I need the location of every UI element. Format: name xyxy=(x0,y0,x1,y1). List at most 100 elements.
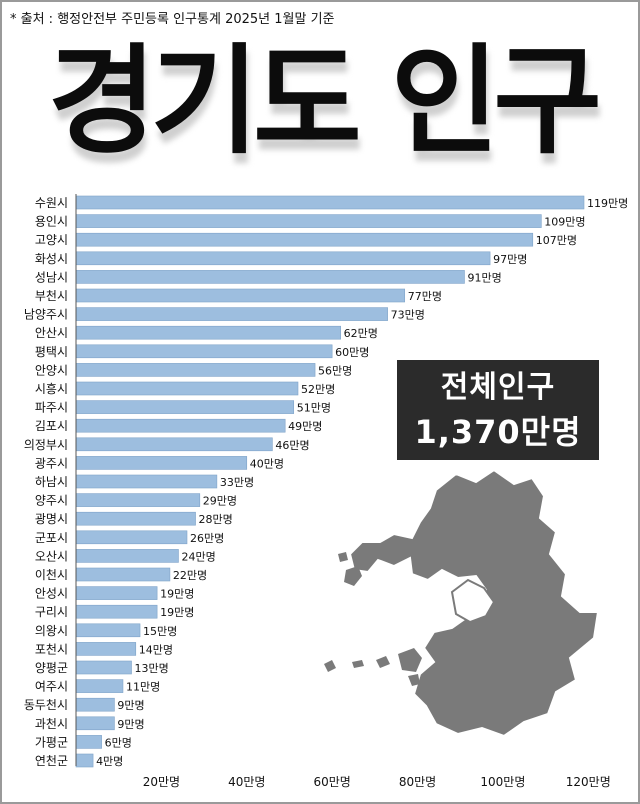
island-shape xyxy=(352,660,364,668)
value-label: 73만명 xyxy=(391,309,425,322)
title-shadow: 경기도 인구 xyxy=(50,42,604,180)
source-note: * 출처 : 행정안전부 주민등록 인구통계 2025년 1월말 기준 xyxy=(10,12,335,27)
category-label: 광명시 xyxy=(35,512,68,526)
category-label: 김포시 xyxy=(35,419,68,433)
category-label: 오산시 xyxy=(35,549,68,563)
category-label: 용인시 xyxy=(35,215,68,229)
bar-양주시 xyxy=(75,493,201,507)
category-label: 양평군 xyxy=(35,661,68,675)
category-label: 부천시 xyxy=(35,288,68,303)
island-shape xyxy=(344,566,362,586)
bar-고양시 xyxy=(75,232,534,247)
bar-용인시 xyxy=(75,214,542,228)
category-label: 안성시 xyxy=(35,587,68,601)
x-tick-label-group: 20만명 40만명 60만명 80만명 100만명 120만명 xyxy=(143,775,611,788)
island-shape xyxy=(324,660,336,672)
category-label: 동두천시 xyxy=(24,697,68,712)
value-label: 28만명 xyxy=(199,513,233,526)
bar-가평군 xyxy=(75,735,102,749)
bar-평택시 xyxy=(75,344,333,359)
bar-부천시 xyxy=(75,288,406,303)
x-tick-label: 20만명 xyxy=(143,775,180,788)
bar-연천군 xyxy=(75,753,94,768)
bar-광명시 xyxy=(75,511,196,526)
value-label: 77만명 xyxy=(408,290,442,303)
bar-여주시 xyxy=(75,679,124,693)
value-label: 11만명 xyxy=(126,681,160,694)
island-shape xyxy=(398,648,422,672)
bar-수원시 xyxy=(75,195,585,210)
category-label: 화성시 xyxy=(35,252,68,266)
value-label: 60만명 xyxy=(335,346,369,359)
category-label: 의왕시 xyxy=(35,624,68,638)
value-label: 62만명 xyxy=(344,327,378,340)
category-label: 광주시 xyxy=(35,456,68,470)
bar-시흥시 xyxy=(75,381,299,396)
bar-의왕시 xyxy=(75,623,141,638)
bar-양평군 xyxy=(75,660,132,675)
category-label: 수원시 xyxy=(35,196,68,210)
category-label: 안양시 xyxy=(35,363,68,377)
value-label: 14만명 xyxy=(139,643,173,656)
bar-성남시 xyxy=(75,270,465,284)
bar-안산시 xyxy=(75,325,341,340)
bar-남양주시 xyxy=(75,307,388,321)
island-shape xyxy=(408,674,420,686)
value-label: 97만명 xyxy=(493,253,527,266)
island-shape xyxy=(376,656,390,668)
total-population-value: 1,370만명 xyxy=(414,413,582,451)
bar-동두천시 xyxy=(75,697,115,712)
category-label: 포천시 xyxy=(35,641,68,656)
bar-과천시 xyxy=(75,716,115,731)
bar-광주시 xyxy=(75,456,248,470)
bar-안성시 xyxy=(75,586,158,600)
value-label: 4만명 xyxy=(96,755,123,768)
value-label: 52만명 xyxy=(301,383,335,396)
category-label-group: 수원시용인시고양시화성시성남시부천시남양주시안산시평택시안양시시흥시파주시김포시… xyxy=(24,196,68,768)
category-label: 가평군 xyxy=(35,735,68,749)
bar-구리시 xyxy=(75,604,158,619)
page-title: 경기도 인구 xyxy=(48,32,602,170)
value-label: 107만명 xyxy=(536,234,577,247)
value-label: 9만명 xyxy=(117,718,144,731)
x-tick-label: 80만명 xyxy=(399,775,436,788)
value-label: 51만명 xyxy=(297,402,331,415)
bar-오산시 xyxy=(75,549,179,563)
category-label: 과천시 xyxy=(35,716,68,731)
value-label: 15만명 xyxy=(143,625,177,638)
value-label: 22만명 xyxy=(173,569,207,582)
title-block: 경기도 인구 경기도 인구 xyxy=(8,26,636,180)
bar-화성시 xyxy=(75,251,491,266)
bar-이천시 xyxy=(75,567,171,582)
value-label: 13만명 xyxy=(134,662,168,675)
x-tick-label: 100만명 xyxy=(480,775,525,788)
gyeonggi-map-icon xyxy=(324,468,600,738)
value-label: 6만명 xyxy=(105,736,132,749)
bar-의정부시 xyxy=(75,437,273,452)
value-label: 19만명 xyxy=(160,606,194,619)
category-label: 고양시 xyxy=(35,233,68,247)
bar-군포시 xyxy=(75,530,188,545)
total-population-box: 전체인구 1,370만명 xyxy=(397,360,599,460)
category-label: 연천군 xyxy=(35,753,68,768)
bar-김포시 xyxy=(75,418,286,433)
category-label: 파주시 xyxy=(35,401,68,415)
x-tick-label: 120만명 xyxy=(566,775,611,788)
category-label: 여주시 xyxy=(35,680,68,694)
x-tick-label: 60만명 xyxy=(313,775,350,788)
category-label: 이천시 xyxy=(35,567,68,582)
value-label: 119만명 xyxy=(587,197,628,210)
bar-하남시 xyxy=(75,474,218,489)
value-label: 26만명 xyxy=(190,532,224,545)
island-shape xyxy=(338,552,348,562)
value-label: 40만명 xyxy=(250,457,284,470)
category-label: 군포시 xyxy=(35,531,68,545)
category-label: 하남시 xyxy=(35,475,68,489)
value-label: 9만명 xyxy=(117,699,144,712)
value-label: 33만명 xyxy=(220,476,254,489)
category-label: 평택시 xyxy=(35,345,68,359)
category-label: 성남시 xyxy=(35,270,68,284)
value-label: 109만명 xyxy=(544,216,585,229)
total-population-label: 전체인구 xyxy=(440,370,556,405)
